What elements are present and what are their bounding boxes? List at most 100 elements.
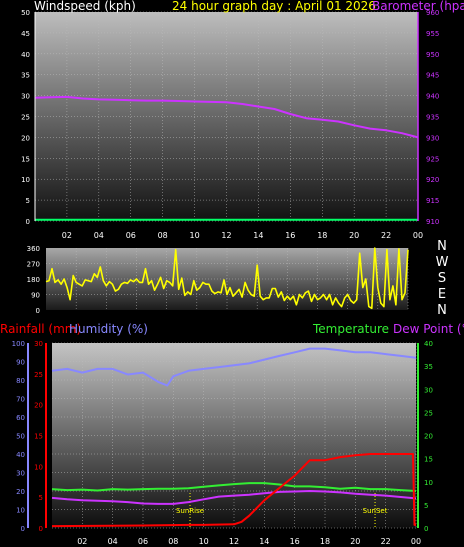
temp-tick-label: 25 — [424, 409, 433, 417]
humidity-tick-label: 40 — [16, 451, 25, 459]
direction-tick-label: 270 — [27, 261, 40, 269]
x-tick-label: 12 — [229, 537, 239, 546]
wind-baro-grid — [35, 11, 419, 222]
temp-tick-label: 30 — [424, 386, 433, 394]
x-tick-label: 16 — [290, 537, 300, 546]
baro-tick-label: 925 — [426, 155, 439, 163]
compass-label: W — [436, 255, 449, 270]
baro-tick-label: 935 — [426, 114, 439, 122]
temp-tick-label: 35 — [424, 363, 433, 371]
x-tick-label: 20 — [349, 231, 359, 240]
x-tick-label: 02 — [77, 537, 87, 546]
baro-tick-label: 930 — [426, 134, 439, 142]
temperature-axis-label: Temperature — [312, 322, 389, 336]
wind-axis-ticks: 0 5 10 15 20 25 30 35 40 45 50 — [21, 9, 30, 226]
humidity-tick-label: 70 — [16, 396, 25, 404]
temp-tick-label: 5 — [424, 502, 428, 510]
sun-annotation: SunSet — [363, 507, 388, 515]
compass-label: S — [438, 271, 446, 286]
baro-tick-label: 955 — [426, 30, 439, 38]
humidity-axis-label: Humidity (%) — [69, 322, 148, 336]
baro-tick-label: 920 — [426, 176, 439, 184]
wind-tick-label: 40 — [21, 51, 30, 59]
x-tick-label: 18 — [317, 231, 327, 240]
humidity-tick-label: 60 — [16, 414, 25, 422]
rainfall-line — [51, 453, 416, 528]
rain-hum-temp-lines — [27, 343, 419, 528]
wind-tick-label: 0 — [26, 218, 30, 226]
x-tick-label: 02 — [62, 231, 72, 240]
rain-tick-label: 15 — [34, 433, 43, 441]
rain-tick-label: 20 — [34, 402, 43, 410]
temp-tick-label: 15 — [424, 456, 433, 464]
wind-tick-label: 30 — [21, 93, 30, 101]
wind-tick-label: 10 — [21, 176, 30, 184]
humidity-tick-label: 20 — [16, 488, 25, 496]
x-tick-label: 04 — [108, 537, 118, 546]
humidity-tick-label: 100 — [12, 340, 25, 348]
direction-tick-label: 90 — [31, 292, 40, 300]
rain-axis-label: Rainfall (mm) — [0, 322, 81, 336]
direction-tick-label: 360 — [27, 245, 40, 253]
wind-tick-label: 25 — [21, 114, 30, 122]
x-tick-label: 10 — [190, 231, 200, 240]
compass-label: E — [438, 287, 446, 302]
temp-tick-label: 0 — [424, 525, 428, 533]
x-tick-label: 06 — [126, 231, 136, 240]
humidity-tick-label: 0 — [21, 525, 25, 533]
baro-axis-label: Barometer (hpa) — [372, 0, 464, 13]
x-tick-label: 08 — [168, 537, 178, 546]
temp-axis-ticks: 0 5 10 15 20 25 30 35 40 — [424, 340, 433, 533]
x-tick-label: 00 — [413, 231, 423, 240]
temp-tick-label: 40 — [424, 340, 433, 348]
x-tick-label: 16 — [285, 231, 295, 240]
rain-axis-ticks: 0 5 10 15 20 25 30 — [34, 340, 43, 533]
wind-tick-label: 35 — [21, 72, 30, 80]
wind-axis-label: Windspeed (kph) — [34, 0, 136, 13]
x-tick-label: 18 — [320, 537, 330, 546]
chart-title: 24 hour graph day : April 01 2026 — [172, 0, 376, 13]
rain-hum-temp-x-ticks: 02 04 06 08 10 12 14 16 18 20 22 00 — [77, 537, 421, 546]
humidity-line — [51, 347, 417, 387]
dewpoint-line — [51, 490, 417, 505]
humidity-tick-label: 90 — [16, 359, 25, 367]
baro-tick-label: 910 — [426, 218, 439, 226]
x-tick-label: 22 — [381, 231, 391, 240]
humidity-tick-label: 30 — [16, 470, 25, 478]
x-tick-label: 14 — [253, 231, 263, 240]
compass-label: N — [437, 303, 447, 318]
humidity-tick-label: 50 — [16, 433, 25, 441]
direction-lines — [45, 247, 409, 310]
x-tick-label: 22 — [381, 537, 391, 546]
rain-tick-label: 30 — [34, 340, 43, 348]
wind-tick-label: 50 — [21, 9, 30, 17]
rain-tick-label: 0 — [39, 525, 43, 533]
baro-tick-label: 960 — [426, 9, 439, 17]
rain-tick-label: 10 — [34, 463, 43, 471]
wind-baro-lines — [34, 12, 419, 221]
wind-tick-label: 20 — [21, 134, 30, 142]
wind-tick-label: 45 — [21, 30, 30, 38]
baro-tick-label: 945 — [426, 72, 439, 80]
x-tick-label: 08 — [158, 231, 168, 240]
baro-tick-label: 950 — [426, 51, 439, 59]
sun-annotation: SunRise — [176, 507, 204, 515]
dewpoint-axis-label: Dew Point (°C) — [393, 322, 464, 336]
x-tick-label: 06 — [138, 537, 148, 546]
wind-direction-line — [45, 247, 409, 310]
humidity-axis-ticks: 0 10 20 30 40 50 60 70 80 90 100 — [12, 340, 25, 533]
rain-hum-temp-grid — [52, 342, 417, 529]
sun-annotations: SunRise SunSet — [176, 493, 388, 528]
x-tick-label: 00 — [411, 537, 421, 546]
wind-baro-x-ticks: 02 04 06 08 10 12 14 16 18 20 22 00 — [62, 231, 423, 240]
humidity-tick-label: 10 — [16, 507, 25, 515]
rain-tick-label: 25 — [34, 371, 43, 379]
x-tick-label: 12 — [221, 231, 231, 240]
direction-tick-label: 0 — [36, 307, 40, 315]
x-tick-label: 10 — [199, 537, 209, 546]
